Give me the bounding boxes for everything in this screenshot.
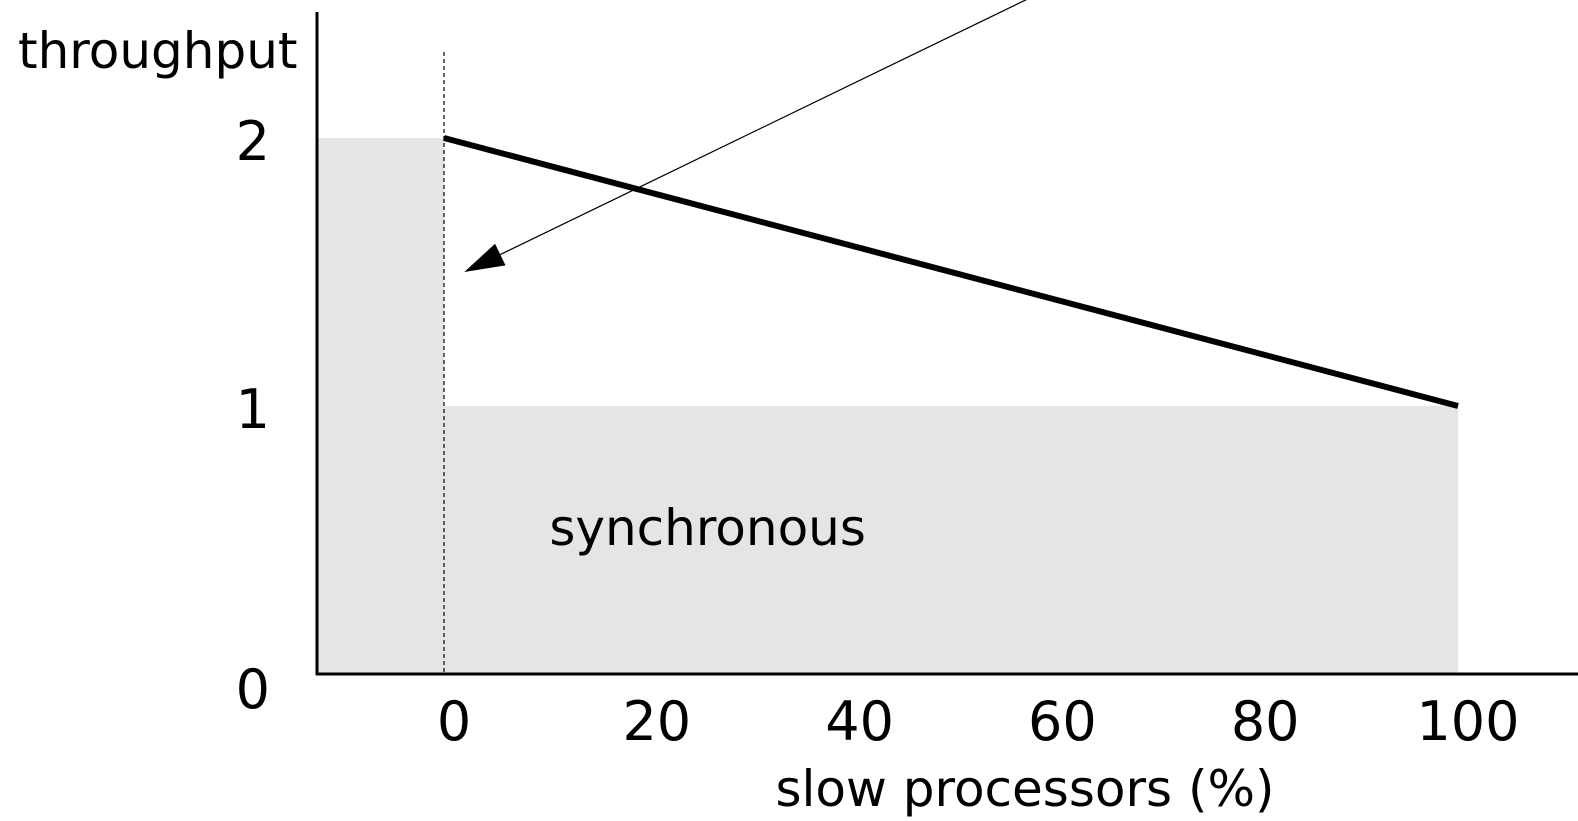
x-axis-label: slow processors (%) [775,760,1274,818]
tick-labels: 0 20 40 60 80 100 0 1 2 [236,110,1520,753]
x-tick-label-100: 100 [1416,690,1519,753]
y-tick-label-1: 1 [236,378,270,441]
x-tick-label-60: 60 [1028,690,1097,753]
synchronous-region-label: synchronous [549,499,866,557]
y-tick-label-0: 0 [236,658,270,721]
axes [315,12,1578,676]
annotation-arrow-shaft [500,0,1028,256]
shaded-region-1 [317,138,444,674]
y-axis-label: throughput [18,22,298,80]
annotation-group [464,0,1028,272]
x-tick-label-20: 20 [622,690,691,753]
x-tick-label-0: 0 [437,690,471,753]
x-tick-label-80: 80 [1231,690,1300,753]
shaded-regions [317,138,1458,674]
series-group [443,135,1459,409]
x-tick-label-40: 40 [825,690,894,753]
y-tick-label-2: 2 [236,110,270,173]
annotation-arrow-head [464,243,506,272]
series-line-1 [443,135,1459,409]
shaded-region-2 [444,406,1458,674]
